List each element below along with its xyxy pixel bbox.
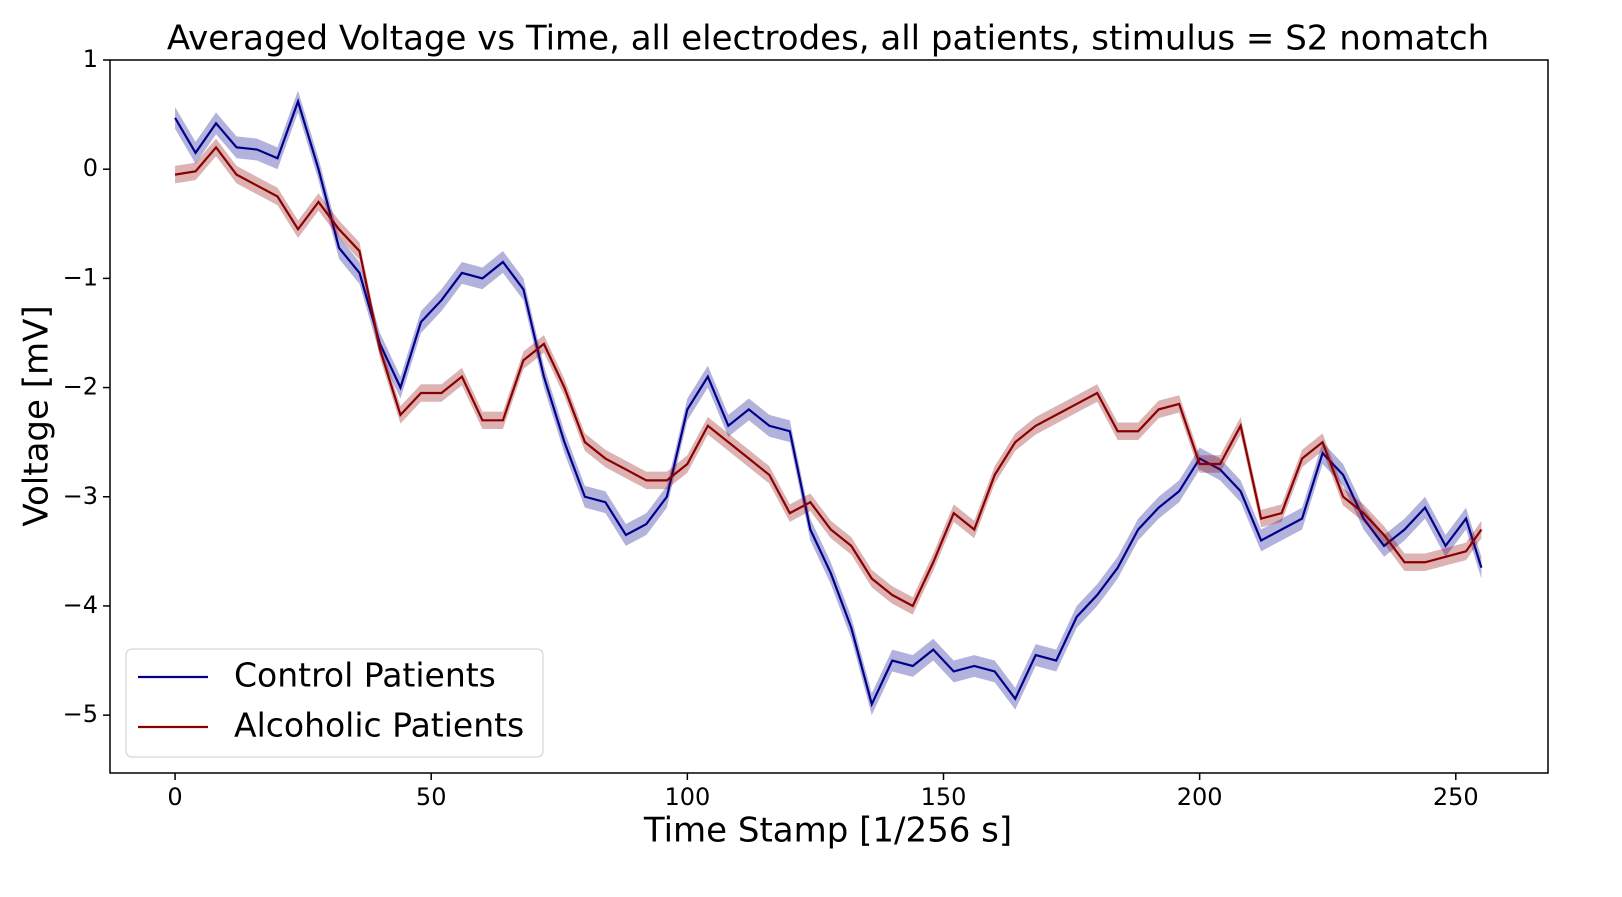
x-tick-label: 200 xyxy=(1177,783,1223,811)
confidence-band xyxy=(175,90,1482,716)
x-axis-label: Time Stamp [1/256 s] xyxy=(643,811,1012,851)
y-tick-label: −4 xyxy=(63,591,98,619)
legend-label: Alcoholic Patients xyxy=(234,706,524,745)
legend-box xyxy=(125,648,544,758)
legend-label: Control Patients xyxy=(234,656,496,695)
line xyxy=(174,97,1483,708)
y-tick-label: 1 xyxy=(83,45,98,73)
y-axis-label: Voltage [mV] xyxy=(17,305,57,526)
x-tick-label: 250 xyxy=(1433,783,1479,811)
x-tick-label: 150 xyxy=(921,783,967,811)
legend: Control Patients Alcoholic Patients xyxy=(125,648,544,758)
y-tick-label: −2 xyxy=(63,373,98,401)
y-tick-label: −5 xyxy=(63,700,98,728)
x-tick-label: 0 xyxy=(167,783,182,811)
y-tick-label: −1 xyxy=(63,263,98,291)
y-tick-label: −3 xyxy=(63,482,98,510)
confidence-band xyxy=(175,138,1482,615)
plot-frame xyxy=(109,59,1549,774)
x-tick-label: 100 xyxy=(664,783,710,811)
y-tick-label: 0 xyxy=(83,154,98,182)
line xyxy=(174,145,1483,608)
chart-title: Averaged Voltage vs Time, all electrodes… xyxy=(167,19,1489,59)
x-tick-label: 50 xyxy=(416,783,447,811)
